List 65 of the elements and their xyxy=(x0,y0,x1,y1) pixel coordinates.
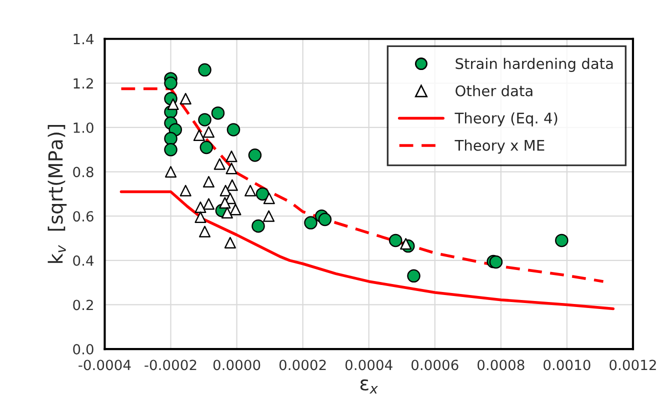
y-tick-label: 0.6 xyxy=(73,211,94,222)
point xyxy=(180,92,192,104)
point xyxy=(304,216,318,230)
point xyxy=(407,269,420,283)
point xyxy=(167,98,179,110)
point xyxy=(226,162,238,174)
point xyxy=(202,198,214,210)
x-tick-label: 0.0002 xyxy=(279,360,326,370)
point xyxy=(224,236,236,248)
legend-label: Other data xyxy=(456,85,532,96)
point xyxy=(164,166,177,178)
y-tick-label: 1.4 xyxy=(74,34,94,44)
point xyxy=(198,226,211,238)
point xyxy=(164,143,178,156)
y-tick-label: 0.2 xyxy=(73,300,93,310)
x-tick-label: 0.0006 xyxy=(412,360,458,370)
x-tick-label: 0.0004 xyxy=(345,360,392,370)
point xyxy=(164,76,178,90)
x-tick-label: 0.0012 xyxy=(610,360,656,370)
line-series xyxy=(120,190,615,310)
legend-label: Theory (Eq. 4) xyxy=(454,112,558,126)
point xyxy=(388,234,402,248)
point xyxy=(202,176,214,188)
point xyxy=(194,201,206,214)
point xyxy=(230,204,242,216)
x-tick-label: 0.0010 xyxy=(544,360,590,370)
point xyxy=(252,219,265,233)
point xyxy=(194,211,206,223)
point xyxy=(193,129,205,142)
point xyxy=(244,184,256,196)
y-tick-label: 1.0 xyxy=(74,122,94,133)
point xyxy=(211,106,225,120)
x-axis-title: ε$_{x}$ xyxy=(360,379,378,394)
point xyxy=(226,150,238,162)
point xyxy=(318,212,332,226)
y-tick-label: 0.0 xyxy=(73,344,94,355)
point xyxy=(263,210,275,222)
point xyxy=(214,158,226,170)
point xyxy=(200,140,214,154)
point xyxy=(198,63,212,77)
point xyxy=(198,113,212,126)
point xyxy=(263,192,275,204)
point xyxy=(220,184,232,196)
y-tick-label: 0.8 xyxy=(73,166,94,178)
point xyxy=(248,148,262,162)
point xyxy=(219,197,231,209)
y-tick-label: 0.4 xyxy=(73,255,94,266)
point xyxy=(400,238,412,250)
point xyxy=(489,255,503,269)
x-tick-label: 0.0000 xyxy=(213,360,260,370)
point xyxy=(221,207,233,219)
point xyxy=(555,234,568,248)
point xyxy=(256,187,270,201)
legend-label: Strain hardening data xyxy=(456,58,613,72)
x-tick-label: -0.0002 xyxy=(144,360,196,370)
y-axis-title: k$_{v}$ [sqrt(MPa)] xyxy=(48,125,67,263)
x-tick-label: 0.0008 xyxy=(478,360,524,370)
point xyxy=(180,184,192,196)
y-tick-label: 1.2 xyxy=(74,78,93,88)
x-tick-label: -0.0004 xyxy=(78,360,131,370)
point xyxy=(226,179,238,191)
legend-label: Theory x ME xyxy=(454,140,544,154)
point xyxy=(202,126,214,138)
point xyxy=(226,123,240,136)
point xyxy=(164,132,178,146)
